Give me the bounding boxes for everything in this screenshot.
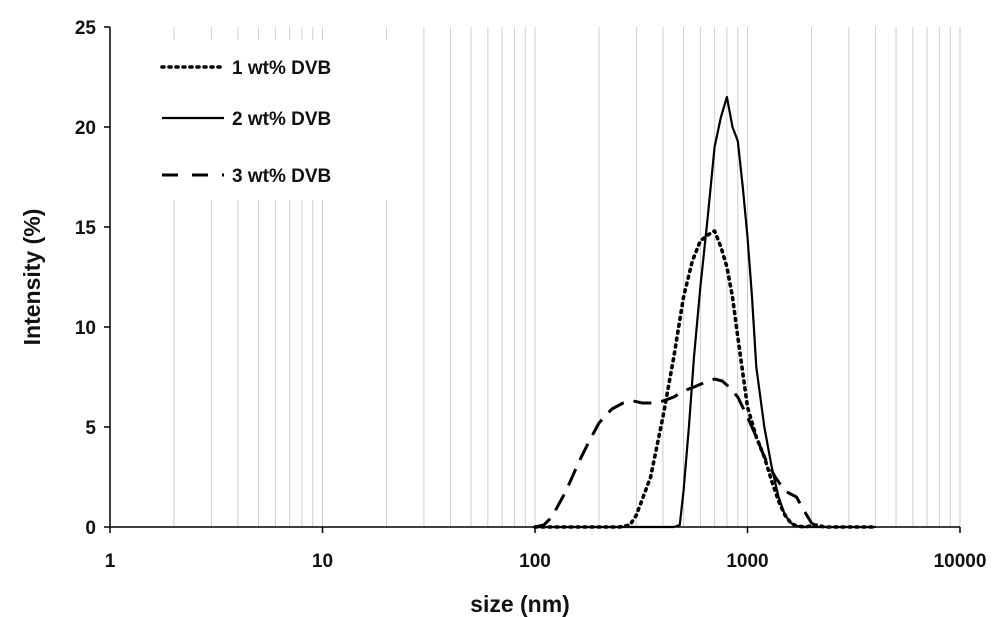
series-layer <box>533 95 878 529</box>
series-line-2 <box>535 95 876 529</box>
x-tick-label: 100 <box>519 551 551 572</box>
y-tick-label: 25 <box>75 18 97 39</box>
y-tick-label: 10 <box>75 318 96 339</box>
y-axis-title: Intensity (%) <box>19 209 45 346</box>
series-line-3 <box>534 377 819 529</box>
x-tick-label: 1000 <box>726 551 768 572</box>
x-tick-label: 1 <box>105 551 116 572</box>
x-axis-title: size (nm) <box>470 591 570 617</box>
series-line-1 <box>533 229 878 529</box>
y-tick-label: 0 <box>85 518 96 539</box>
y-tick-label: 5 <box>85 418 96 439</box>
legend-label-3: 3 wt% DVB <box>232 166 331 187</box>
x-tick-label: 10000 <box>934 551 987 572</box>
x-tick-label: 10 <box>312 551 333 572</box>
y-tick-label: 20 <box>75 118 96 139</box>
legend: 1 wt% DVB 2 wt% DVB 3 wt% DVB <box>150 40 388 200</box>
legend-label-1: 1 wt% DVB <box>232 58 331 79</box>
y-tick-label: 15 <box>75 218 97 239</box>
legend-label-2: 2 wt% DVB <box>232 109 331 130</box>
